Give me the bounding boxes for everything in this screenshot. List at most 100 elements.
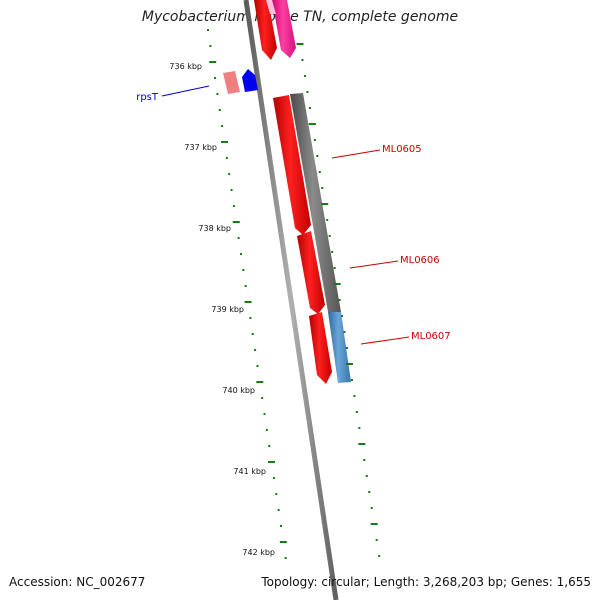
ruler-tick: [268, 445, 271, 447]
gene-feature-steel: [328, 312, 351, 383]
genome-summary-text: Topology: circular; Length: 3,268,203 bp…: [261, 575, 591, 589]
ruler-tick: [228, 173, 231, 175]
ruler-tick: [331, 251, 334, 253]
ruler-ticks: [207, 29, 381, 559]
ruler-tick: [254, 349, 257, 351]
ruler-label-738: 738 kbp: [198, 224, 231, 233]
ruler-tick: [321, 187, 324, 189]
ruler-tick: [275, 493, 278, 495]
cds-feature-rpst-light: [223, 71, 240, 94]
cds-feature-top-magenta: [272, 0, 296, 58]
ruler-label-737: 737 kbp: [184, 143, 217, 152]
ruler-tick: [244, 285, 247, 287]
ruler-tick: [341, 315, 344, 317]
cds-feature-red-3: [309, 312, 332, 384]
ruler-tick: [239, 253, 242, 255]
ruler-tick: [316, 155, 319, 157]
leader-line-rpst: [161, 85, 210, 97]
ruler-tick: [237, 237, 240, 239]
ruler-tick: [343, 331, 346, 333]
ruler-label-740: 740 kbp: [222, 386, 255, 395]
ruler-tick: [370, 507, 373, 509]
ruler-tick: [321, 203, 329, 205]
ruler-tick: [365, 475, 368, 477]
ruler-labels: 736 kbp 737 kbp 738 kbp 739 kbp 740 kbp …: [169, 62, 275, 557]
ruler-label-736: 736 kbp: [169, 62, 202, 71]
cds-feature-rpst-blue: [242, 69, 258, 92]
ruler-tick: [303, 75, 306, 77]
ruler-tick: [232, 205, 235, 207]
ruler-tick: [284, 557, 287, 559]
ruler-tick: [256, 381, 264, 383]
ruler-tick: [308, 123, 316, 125]
cds-feature-top-red: [254, 0, 277, 60]
ruler-tick: [328, 235, 331, 237]
gene-label-ml0607: ML0607: [411, 331, 451, 342]
ruler-tick: [209, 45, 212, 47]
ruler-tick: [220, 141, 228, 143]
map-title: Mycobacterium leprae TN, complete genome: [141, 9, 459, 25]
ruler-tick: [261, 397, 264, 399]
ruler-label-741: 741 kbp: [233, 467, 266, 476]
ruler-tick: [338, 299, 341, 301]
ruler-label-742: 742 kbp: [242, 548, 275, 557]
gene-label-rpst: rpsT: [136, 92, 159, 103]
gene-label-ml0606: ML0606: [400, 255, 440, 266]
ruler-tick: [296, 43, 304, 45]
ruler-tick: [209, 61, 217, 63]
ruler-tick: [350, 379, 353, 381]
ruler-tick: [375, 539, 378, 541]
ruler-tick: [218, 109, 221, 111]
ruler-tick: [333, 267, 336, 269]
ruler-tick: [207, 29, 209, 31]
ruler-tick: [214, 77, 217, 79]
ruler-tick: [242, 269, 245, 271]
ruler-tick: [277, 509, 280, 511]
ruler-tick: [256, 365, 259, 367]
ruler-tick: [268, 461, 276, 463]
ruler-tick: [308, 107, 311, 109]
ruler-tick: [265, 429, 268, 431]
ruler-tick: [313, 139, 316, 141]
leader-line-ml0607: [360, 336, 410, 345]
ruler-tick: [251, 333, 254, 335]
ruler-tick: [355, 411, 358, 413]
gene-feature-grey: [290, 93, 341, 312]
ruler-tick: [345, 363, 353, 365]
ruler-tick: [216, 93, 219, 95]
cds-feature-red-2: [297, 231, 325, 314]
ruler-tick: [272, 477, 275, 479]
leader-line-ml0606: [349, 260, 399, 269]
ruler-tick: [358, 443, 366, 445]
ruler-tick: [318, 171, 321, 173]
ruler-tick: [244, 301, 252, 303]
ruler-tick: [279, 541, 287, 543]
cds-feature-top-magenta-light: [266, 0, 276, 14]
ruler-tick: [370, 523, 378, 525]
ruler-tick: [225, 157, 228, 159]
ruler-tick: [363, 459, 366, 461]
ruler-tick: [358, 427, 361, 429]
genome-backbone: [243, 0, 339, 600]
ruler-tick: [326, 219, 329, 221]
ruler-tick: [353, 395, 356, 397]
accession-text: Accession: NC_002677: [9, 575, 146, 589]
ruler-tick: [306, 91, 309, 93]
ruler-tick: [263, 413, 266, 415]
ruler-tick: [249, 317, 252, 319]
cds-feature-red-1: [273, 95, 311, 235]
leader-line-ml0605: [331, 149, 381, 159]
ruler-tick: [368, 491, 371, 493]
ruler-label-739: 739 kbp: [211, 305, 244, 314]
ruler-tick: [232, 221, 240, 223]
ruler-tick: [230, 189, 233, 191]
ruler-tick: [301, 59, 304, 61]
gene-label-ml0605: ML0605: [382, 144, 422, 155]
ruler-tick: [378, 555, 381, 557]
ruler-tick: [221, 125, 224, 127]
ruler-tick: [345, 347, 348, 349]
ruler-tick: [279, 525, 282, 527]
ruler-tick: [333, 283, 341, 285]
